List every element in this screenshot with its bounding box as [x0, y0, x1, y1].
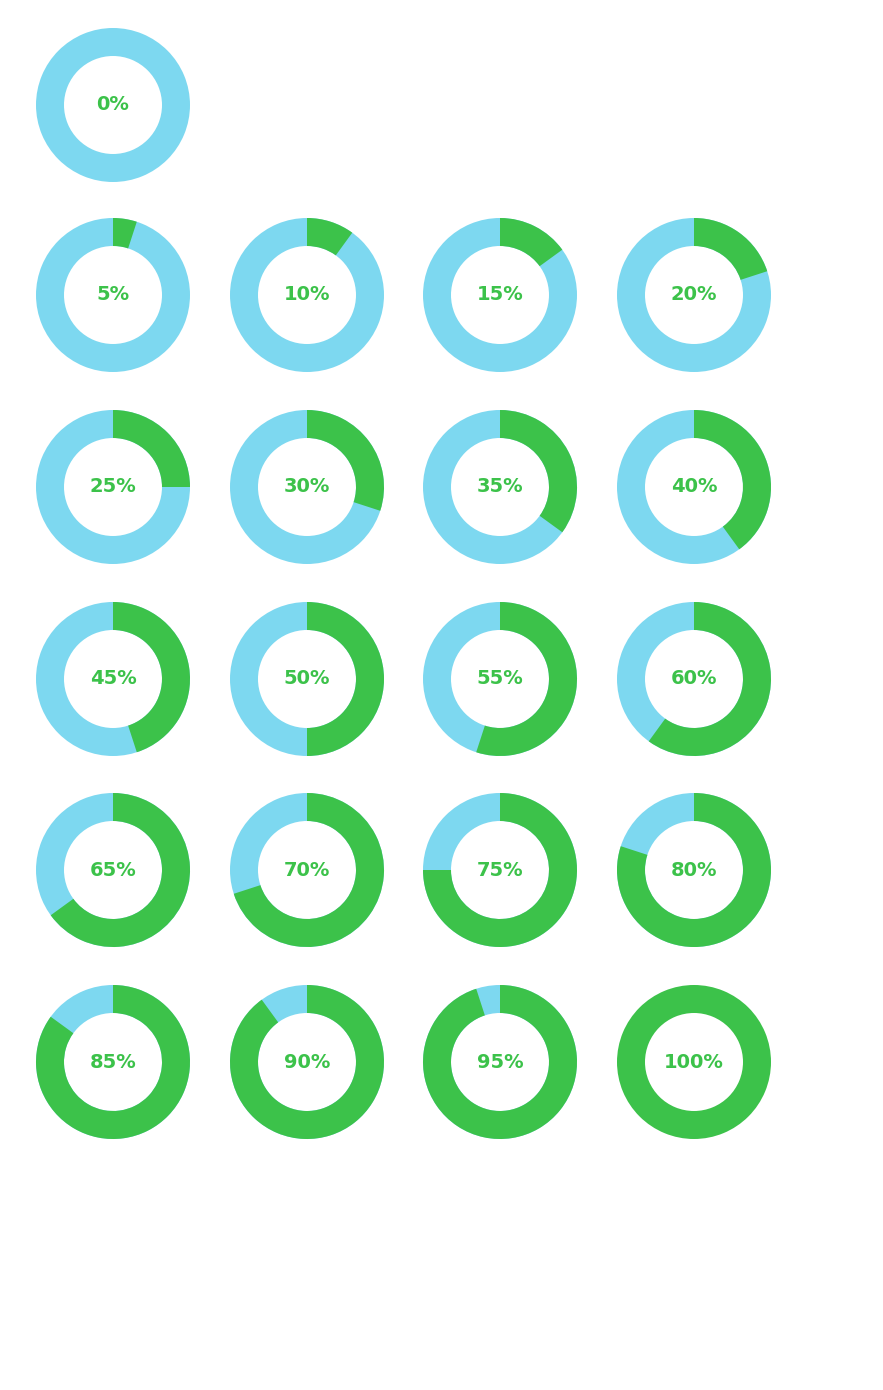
Wedge shape: [423, 986, 577, 1138]
Text: Image ID: 2HKRB59: Image ID: 2HKRB59: [636, 1269, 773, 1283]
Text: 20%: 20%: [671, 285, 717, 304]
Wedge shape: [36, 602, 190, 756]
Wedge shape: [36, 986, 190, 1138]
Wedge shape: [423, 602, 577, 756]
Wedge shape: [307, 602, 384, 756]
Wedge shape: [50, 794, 190, 947]
Wedge shape: [500, 218, 562, 267]
Wedge shape: [423, 794, 577, 947]
Wedge shape: [230, 410, 384, 564]
Wedge shape: [500, 410, 577, 532]
Wedge shape: [423, 986, 577, 1138]
Wedge shape: [36, 28, 190, 182]
Text: 25%: 25%: [90, 478, 136, 496]
Text: 0%: 0%: [96, 96, 130, 114]
Wedge shape: [617, 410, 771, 564]
Wedge shape: [617, 794, 771, 947]
Wedge shape: [476, 602, 577, 756]
Wedge shape: [423, 794, 577, 947]
Wedge shape: [617, 602, 771, 756]
Text: 10%: 10%: [283, 285, 330, 304]
Text: 65%: 65%: [90, 860, 136, 880]
Text: 30%: 30%: [283, 478, 330, 496]
Text: 15%: 15%: [477, 285, 524, 304]
Wedge shape: [36, 410, 190, 564]
Text: 95%: 95%: [477, 1052, 524, 1072]
Text: 60%: 60%: [671, 670, 717, 688]
Text: 35%: 35%: [477, 478, 524, 496]
Text: 40%: 40%: [671, 478, 717, 496]
Wedge shape: [230, 218, 384, 373]
Text: 55%: 55%: [477, 670, 524, 688]
Text: 45%: 45%: [90, 670, 136, 688]
Wedge shape: [649, 602, 771, 756]
Wedge shape: [234, 794, 384, 947]
Text: 90%: 90%: [283, 1052, 330, 1072]
Wedge shape: [230, 986, 384, 1138]
Wedge shape: [307, 410, 384, 510]
Text: 75%: 75%: [477, 860, 524, 880]
Wedge shape: [113, 218, 137, 249]
Wedge shape: [113, 602, 190, 752]
Wedge shape: [36, 218, 190, 373]
Text: 100%: 100%: [664, 1052, 724, 1072]
Wedge shape: [113, 410, 190, 486]
Wedge shape: [307, 218, 352, 256]
Text: 70%: 70%: [283, 860, 330, 880]
Wedge shape: [694, 218, 767, 279]
Text: alamy: alamy: [44, 1282, 166, 1316]
Text: 5%: 5%: [96, 285, 130, 304]
Wedge shape: [617, 794, 771, 947]
Wedge shape: [36, 986, 190, 1138]
Wedge shape: [617, 218, 771, 373]
Wedge shape: [617, 986, 771, 1138]
Text: 80%: 80%: [671, 860, 717, 880]
Wedge shape: [230, 602, 384, 756]
Wedge shape: [423, 218, 577, 373]
Wedge shape: [694, 410, 771, 549]
Wedge shape: [230, 986, 384, 1138]
Text: 50%: 50%: [283, 670, 330, 688]
Text: 85%: 85%: [90, 1052, 136, 1072]
Wedge shape: [36, 794, 190, 947]
Text: www.alamy.com: www.alamy.com: [636, 1327, 748, 1341]
Wedge shape: [230, 794, 384, 947]
Wedge shape: [423, 410, 577, 564]
